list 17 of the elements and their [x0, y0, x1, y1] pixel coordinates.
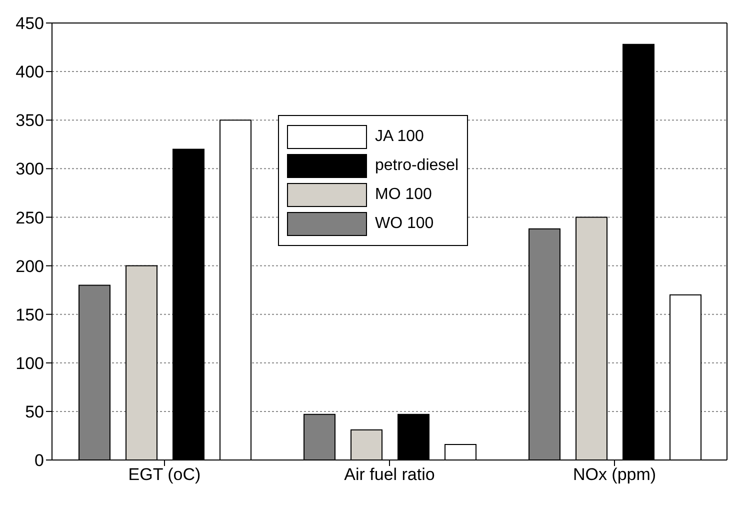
- x-tick-label: EGT (oC): [128, 465, 201, 484]
- x-tick-label: Air fuel ratio: [344, 465, 435, 484]
- legend-label: JA 100: [375, 128, 424, 146]
- y-tick-label: 0: [34, 451, 44, 470]
- y-tick-label: 350: [16, 111, 44, 130]
- legend-label: petro-diesel: [375, 157, 459, 175]
- legend-label: MO 100: [375, 186, 432, 204]
- y-tick-label: 150: [16, 305, 44, 324]
- y-tick-label: 300: [16, 160, 44, 179]
- y-tick-label: 200: [16, 256, 44, 276]
- y-tick-label: 450: [16, 14, 44, 34]
- y-tick-label: 250: [16, 208, 44, 228]
- x-tick-label: NOx (ppm): [572, 465, 656, 484]
- y-tick-label: 100: [16, 354, 44, 373]
- y-tick-label: 400: [16, 62, 44, 82]
- y-tick-label: 50: [25, 402, 44, 422]
- legend-label: WO 100: [375, 215, 434, 233]
